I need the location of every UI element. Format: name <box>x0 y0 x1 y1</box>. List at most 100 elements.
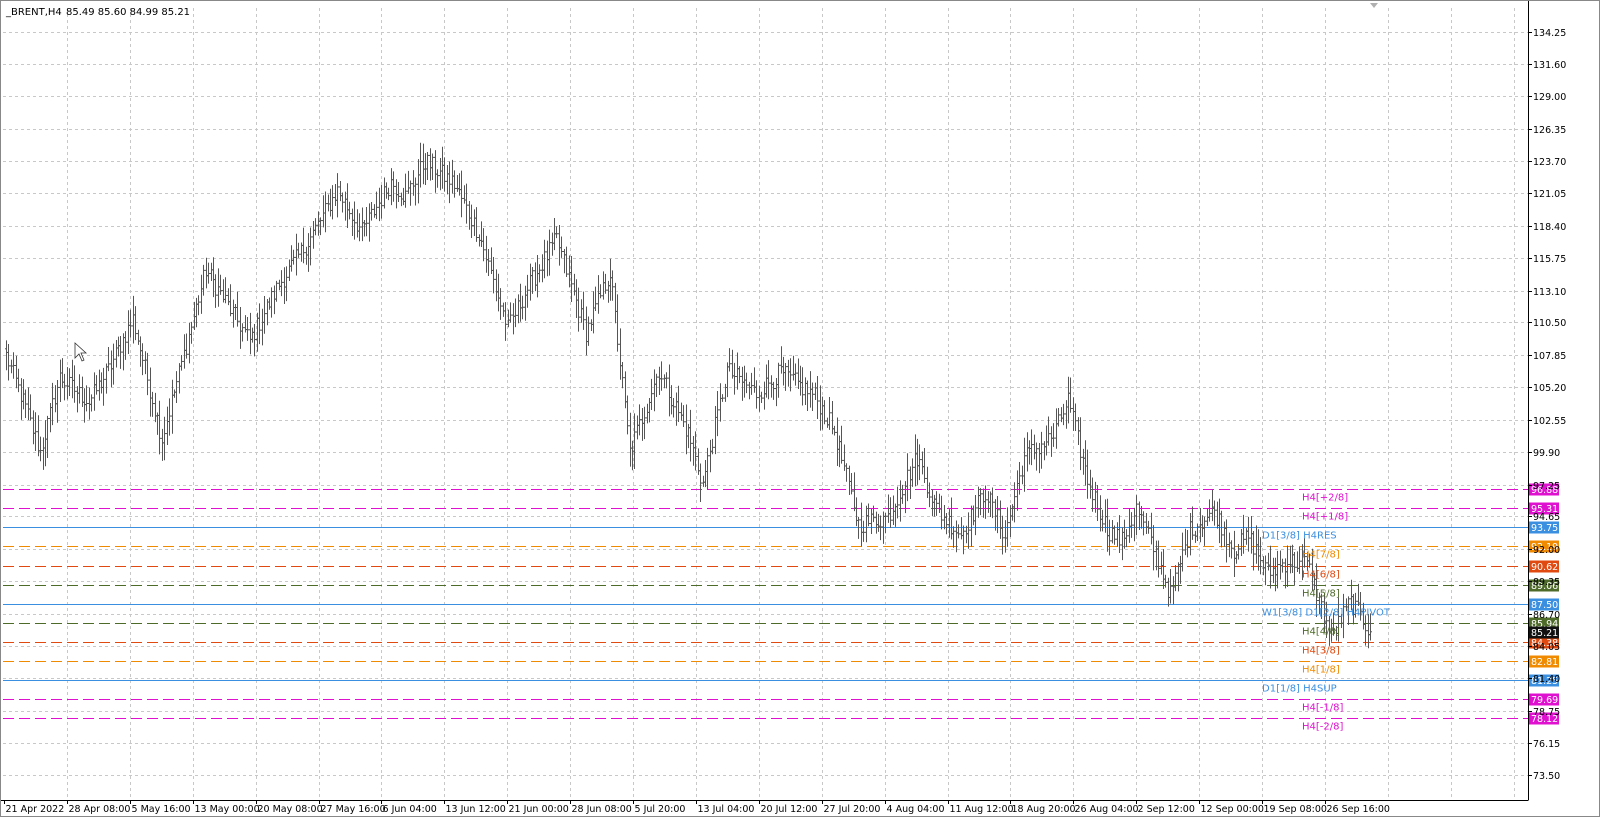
candle <box>706 447 709 490</box>
x-tick-label: 27 May 16:00 <box>321 804 386 815</box>
level-price-text: 81.25 <box>1531 676 1558 687</box>
candle <box>475 207 478 242</box>
candle <box>1047 416 1050 446</box>
candle <box>655 373 658 398</box>
level-label: H4[-1/8] <box>1302 703 1343 714</box>
candle <box>1242 514 1245 554</box>
y-tick-label: 76.15 <box>1533 739 1560 750</box>
candle <box>918 444 921 481</box>
chart-shift-marker-icon <box>1370 3 1378 8</box>
candle <box>1337 597 1340 642</box>
level-label: H4[5/8] <box>1302 589 1340 600</box>
candle <box>1096 484 1099 522</box>
candle <box>531 267 534 294</box>
candle <box>1342 593 1345 639</box>
level-price-tag <box>1529 540 1559 553</box>
candle <box>1208 499 1211 522</box>
y-tick-label: 86.70 <box>1533 610 1560 621</box>
candle <box>151 391 154 417</box>
candle <box>246 317 249 341</box>
level-price-text: 84.38 <box>1531 638 1558 649</box>
candle <box>677 385 680 423</box>
candle <box>638 404 641 436</box>
candle <box>12 352 15 379</box>
y-tick-label: 89.35 <box>1533 577 1560 588</box>
candle <box>928 482 931 508</box>
y-tick-label: 110.50 <box>1533 318 1566 329</box>
y-tick-label: 73.50 <box>1533 771 1560 782</box>
candle <box>711 438 714 455</box>
x-tick-label: 27 Jul 20:00 <box>824 804 881 815</box>
candle <box>1125 529 1128 548</box>
y-tick-label: 115.75 <box>1533 254 1566 265</box>
candle <box>258 303 261 345</box>
level-price-text: 82.81 <box>1531 657 1558 668</box>
candle <box>78 374 81 404</box>
x-tick-label: 13 Jun 12:00 <box>446 804 506 815</box>
time-axis[interactable]: 21 Apr 2022 28 Apr 08:00 5 May 16:00 13 May… <box>4 800 1390 815</box>
candle <box>17 368 20 393</box>
candle <box>738 366 741 384</box>
candle <box>158 400 161 455</box>
x-tick-label: 28 Jun 08:00 <box>572 804 632 815</box>
candle <box>565 246 568 278</box>
x-tick-label: 13 Jul 04:00 <box>698 804 755 815</box>
candle <box>1130 512 1133 538</box>
y-tick-label: 134.25 <box>1533 28 1566 39</box>
candle <box>1230 540 1233 559</box>
level-price-text: 87.50 <box>1531 600 1558 611</box>
level-label: H4[3/8] <box>1302 646 1340 657</box>
candle <box>643 406 646 440</box>
candle <box>548 229 551 276</box>
level-label: H4[7/8] <box>1302 550 1340 561</box>
candle <box>626 395 629 435</box>
mouse-cursor-icon <box>74 342 88 362</box>
candle <box>236 291 239 327</box>
x-tick-label: 21 Jun 00:00 <box>509 804 569 815</box>
candle <box>504 302 507 341</box>
y-tick-label: 102.55 <box>1533 416 1566 427</box>
candle <box>611 270 614 301</box>
candle <box>521 295 524 320</box>
level-price-tag <box>1529 674 1559 687</box>
level-price-text: 85.94 <box>1531 619 1558 630</box>
candle <box>1079 417 1082 471</box>
level-label: H4[4/8] <box>1302 627 1340 638</box>
candle <box>1035 442 1038 471</box>
candle <box>823 400 826 425</box>
candle <box>453 170 456 198</box>
candle <box>1001 515 1004 555</box>
candle <box>811 382 814 411</box>
candle <box>112 343 115 385</box>
candle <box>599 284 602 299</box>
candle <box>404 173 407 208</box>
candle <box>219 274 222 295</box>
candle <box>253 324 256 357</box>
current-price-tag <box>1529 626 1559 639</box>
candle <box>699 463 702 503</box>
candle <box>560 236 563 258</box>
level-label: H4[+1/8] <box>1302 512 1348 523</box>
candle <box>465 183 468 224</box>
price-axis[interactable]: 134.25 131.60 129.00 126.35 123.70 121.05 118.… <box>1528 28 1566 782</box>
candle <box>448 161 451 204</box>
candle <box>68 368 71 396</box>
candle <box>141 343 144 376</box>
candle <box>604 273 607 294</box>
candle <box>650 378 653 410</box>
candle <box>945 513 948 535</box>
candle <box>1369 613 1372 641</box>
candle <box>621 361 624 389</box>
candle <box>1069 377 1072 413</box>
candle <box>107 346 110 372</box>
candle <box>889 497 892 528</box>
candle <box>314 218 317 236</box>
candle <box>543 239 546 279</box>
candle <box>760 391 763 403</box>
current-price-text: 85.21 <box>1531 628 1558 639</box>
candle <box>214 274 217 308</box>
level-label: D1[1/8] H4SUP <box>1262 684 1337 695</box>
y-tick-label: 113.10 <box>1533 287 1566 298</box>
